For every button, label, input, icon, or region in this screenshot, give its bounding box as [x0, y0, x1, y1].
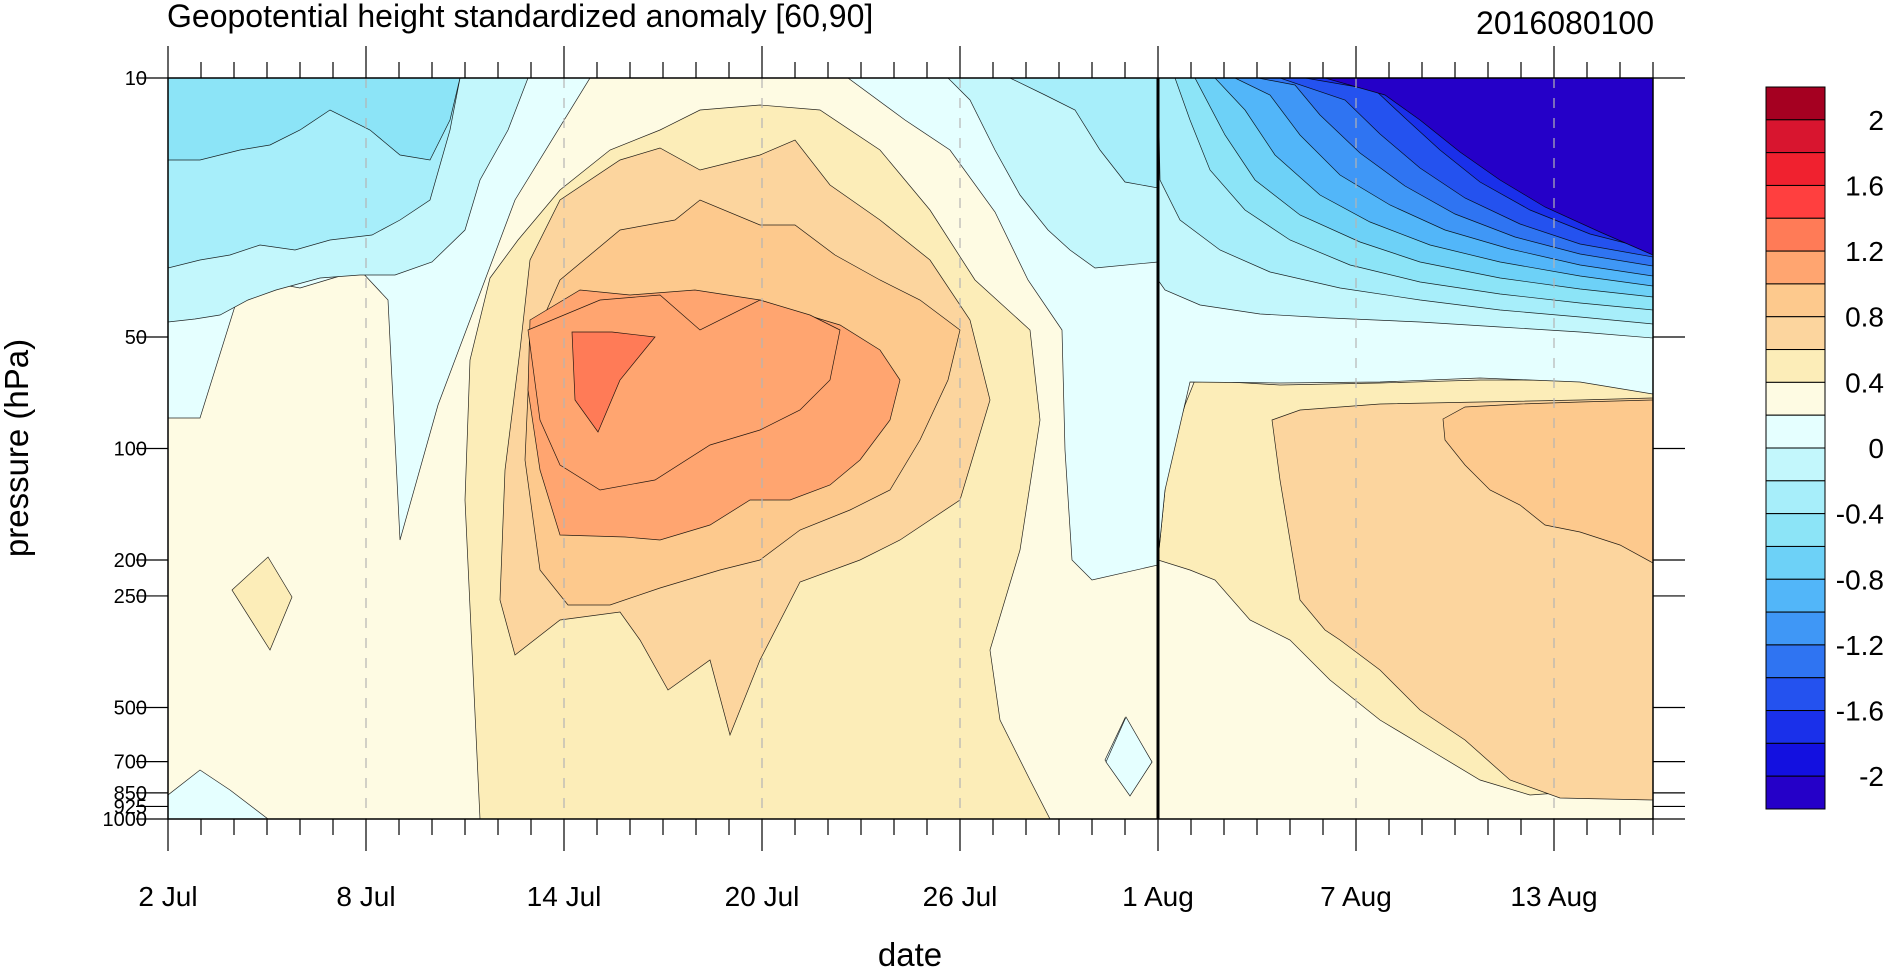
- y-tick-label: 500: [114, 697, 147, 719]
- y-tick-label: 200: [114, 550, 147, 572]
- contour-fill-pos-1.2-core: [571, 331, 656, 433]
- y-tick-label: 700: [114, 752, 147, 774]
- colorbar-swatch: [1765, 545, 1826, 580]
- y-tick-label: 850: [114, 783, 147, 805]
- colorbar-swatch: [1765, 742, 1826, 777]
- contour-fills: [168, 78, 1653, 819]
- colorbar-label: -0.8: [1836, 564, 1884, 595]
- colorbar-swatch: [1765, 316, 1826, 351]
- chart-title: Geopotential height standardized anomaly…: [167, 0, 873, 34]
- y-tick-label: 50: [125, 327, 147, 349]
- y-tick-label: 10: [125, 68, 147, 90]
- colorbar-swatch: [1765, 86, 1826, 121]
- y-axis-title: pressure (hPa): [0, 339, 35, 557]
- colorbar-swatch: [1765, 710, 1826, 744]
- colorbar-swatch: [1765, 578, 1826, 613]
- colorbar-label: -1.6: [1836, 696, 1884, 727]
- y-tick-label: 250: [114, 586, 147, 608]
- colorbar-swatch: [1765, 480, 1826, 515]
- x-tick-label: 7 Aug: [1320, 881, 1392, 912]
- contour-fill-neg-near-surface-left: [168, 769, 269, 819]
- colorbar-swatch: [1765, 513, 1826, 547]
- colorbar: 2 1.6 1.2 0.8 0.4 0 -0.4 -0.8 -1.2 -1.6 -2: [1765, 86, 1884, 810]
- colorbar-label: 1.6: [1845, 170, 1884, 201]
- x-tick-label: 13 Aug: [1510, 881, 1597, 912]
- x-tick-label: 14 Jul: [527, 881, 602, 912]
- x-tick-label: 1 Aug: [1122, 881, 1194, 912]
- colorbar-swatch: [1765, 184, 1826, 219]
- colorbar-label: 2: [1868, 105, 1884, 136]
- colorbar-label: 0: [1868, 433, 1884, 464]
- contour-fill-neg-aug1-700hpa: [1105, 716, 1153, 797]
- colorbar-swatch: [1765, 217, 1826, 252]
- y-tick-label: 100: [114, 439, 147, 461]
- colorbar-label: -0.4: [1836, 499, 1884, 530]
- contour-fill-pos-0.6-aug: [1442, 399, 1653, 564]
- colorbar-swatch: [1765, 250, 1826, 285]
- x-tick-label: 8 Jul: [336, 881, 395, 912]
- x-tick-label: 26 Jul: [923, 881, 998, 912]
- date-grid: [365, 78, 1555, 819]
- contour-fill-pos-0.2-jul5: [231, 556, 293, 651]
- x-tick-label: 20 Jul: [725, 881, 800, 912]
- colorbar-label: 0.8: [1845, 302, 1884, 333]
- y-tick-label: 1000: [103, 809, 148, 831]
- colorbar-swatch: [1765, 644, 1826, 679]
- colorbar-swatch: [1765, 349, 1826, 383]
- colorbar-swatch: [1765, 381, 1826, 416]
- date-label: 2016080100: [1476, 5, 1654, 41]
- x-axis-title: date: [878, 936, 942, 969]
- colorbar-swatch: [1765, 119, 1826, 154]
- colorbar-swatch: [1765, 152, 1826, 186]
- colorbar-label: 1.2: [1845, 236, 1884, 267]
- x-axis: 2 Jul 8 Jul 14 Jul 20 Jul 26 Jul 1 Aug 7 Aug 13…: [138, 46, 1654, 912]
- colorbar-swatch: [1765, 611, 1826, 646]
- x-tick-label: 2 Jul: [138, 881, 197, 912]
- colorbar-swatch: [1765, 447, 1826, 482]
- y-tick-label: 925: [114, 796, 147, 818]
- colorbar-label: 0.4: [1845, 367, 1884, 398]
- colorbar-swatch: [1765, 414, 1826, 449]
- contour-fill-neg-2.2-aug: [1324, 78, 1653, 256]
- colorbar-label: -2: [1859, 761, 1884, 792]
- contour-fill-neg-0.8-left: [168, 78, 461, 161]
- colorbar-swatch: [1765, 283, 1826, 318]
- colorbar-swatch: [1765, 677, 1826, 712]
- colorbar-label: -1.2: [1836, 630, 1884, 661]
- colorbar-swatch: [1765, 775, 1826, 810]
